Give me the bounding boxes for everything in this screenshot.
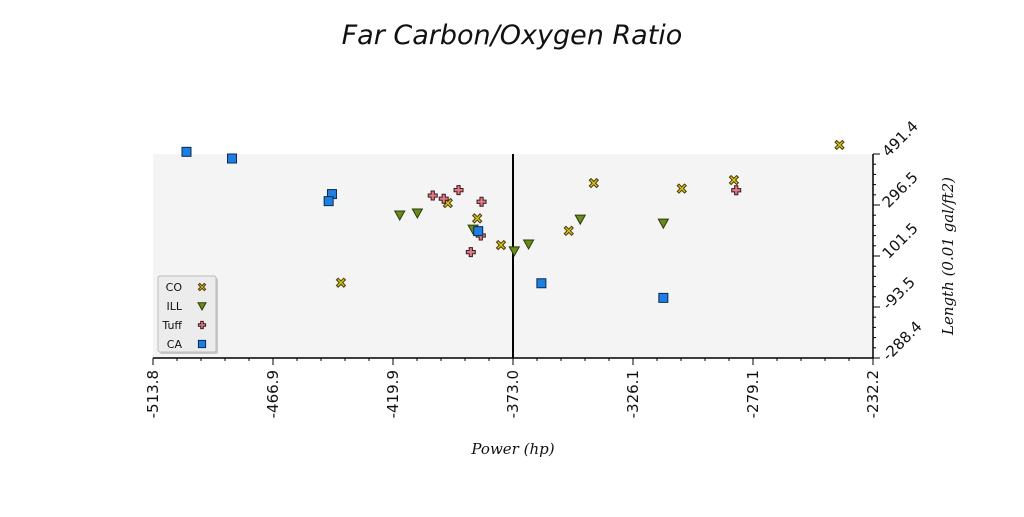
legend-marker-ill <box>197 302 207 312</box>
legend-marker-tuff <box>197 320 207 330</box>
point-co <box>834 139 845 151</box>
point-co <box>495 239 507 251</box>
point-tuff <box>476 196 487 207</box>
point-ill <box>522 239 535 251</box>
point-co <box>588 177 600 189</box>
point-tuff <box>731 185 742 196</box>
chart-title: Far Carbon/Oxygen Ratio <box>342 20 683 51</box>
point-co <box>335 277 347 288</box>
x-tick-label: -279.1 <box>744 370 762 418</box>
y-tick-label: 491.4 <box>879 117 922 160</box>
legend-label-tuff: Tuff <box>161 319 182 332</box>
legend-label-ill: ILL <box>166 300 182 313</box>
point-ca <box>536 278 547 289</box>
y-tick-label: -93.5 <box>879 273 919 313</box>
point-co <box>676 183 687 194</box>
x-tick-label: -466.9 <box>264 370 282 418</box>
x-tick-label: -326.1 <box>624 370 642 418</box>
point-co <box>728 174 740 186</box>
point-ill <box>657 218 670 230</box>
point-ca <box>323 196 334 207</box>
point-ca <box>658 292 669 303</box>
x-tick-label: -232.2 <box>864 370 882 418</box>
point-co <box>563 225 574 237</box>
point-tuff <box>427 190 438 201</box>
legend-label-ca: CA <box>167 338 183 351</box>
legend-box <box>157 275 217 353</box>
y-tick-label: 101.5 <box>879 219 922 262</box>
point-ill <box>508 246 521 257</box>
legend-marker-ca <box>197 339 207 349</box>
x-tick-label: -513.8 <box>144 370 162 418</box>
point-ill <box>393 210 406 222</box>
legend-label-co: CO <box>166 281 183 294</box>
point-tuff <box>453 185 464 196</box>
point-ca <box>473 226 484 237</box>
y-axis-label: Length (0.01 gal/ft2) <box>939 177 957 336</box>
x-axis-label: Power (hp) <box>470 440 554 458</box>
point-tuff <box>438 193 449 204</box>
legend: CO ILL Tuff CA <box>157 275 218 354</box>
point-ill <box>411 208 424 220</box>
point-ca <box>227 153 238 164</box>
x-tick-label: -419.9 <box>384 370 402 418</box>
x-tick-label: -373.0 <box>504 370 522 418</box>
legend-marker-co <box>197 282 207 292</box>
axes <box>152 153 880 365</box>
point-ill <box>574 214 587 226</box>
y-tick-label: 296.5 <box>879 168 922 211</box>
point-ca <box>181 146 192 157</box>
point-tuff <box>465 247 476 258</box>
data-points <box>181 139 845 303</box>
y-tick-label: -288.4 <box>879 317 926 364</box>
point-co <box>471 213 483 224</box>
